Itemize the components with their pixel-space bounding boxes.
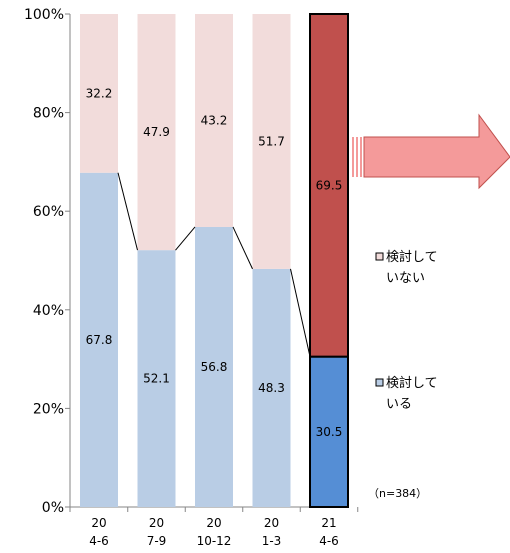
category-label-line1: 20 (264, 516, 279, 530)
data-label-considering: 56.8 (201, 360, 228, 374)
data-label-not-considering: 69.5 (316, 178, 343, 192)
bar-segment-not-considering (80, 14, 118, 173)
connector-line (175, 226, 196, 251)
connector-line (290, 268, 311, 357)
sample-size-note: （n=384） (368, 487, 427, 500)
data-label-considering: 52.1 (143, 372, 170, 386)
data-label-not-considering: 51.7 (258, 134, 285, 148)
legend-label-not-considering-line1: 検討して (386, 249, 438, 265)
bar-segment-considering (137, 250, 176, 507)
category-label-line2: 1-3 (262, 534, 282, 548)
legend-swatch-not-considering (375, 252, 384, 261)
bar-segment-not-considering (252, 14, 291, 269)
bars (80, 13, 349, 509)
category-label-line1: 21 (321, 516, 336, 530)
connector-line (232, 226, 253, 270)
category-label-line2: 4-6 (319, 534, 339, 548)
legend-label-considering-line1: 検討して (386, 375, 438, 391)
data-label-not-considering: 32.2 (86, 86, 113, 100)
arrow-icon (352, 113, 510, 190)
bar-segment-considering (252, 268, 291, 507)
category-label-line2: 10-12 (197, 534, 232, 548)
axes: 0% 20% 40% 60% 80% 100% (24, 7, 359, 516)
bar-segment-considering (195, 226, 233, 507)
connector-line (117, 172, 138, 251)
category-label-line1: 20 (91, 516, 106, 530)
bar-segment-considering (309, 355, 349, 509)
category-label-line2: 7-9 (147, 534, 167, 548)
data-label-considering: 67.8 (86, 333, 113, 347)
bar-segment-considering (80, 172, 118, 507)
data-label-considering: 48.3 (258, 381, 285, 395)
y-tick-label: 100% (24, 7, 64, 23)
data-label-considering: 30.5 (316, 425, 343, 439)
y-tick-label: 0% (42, 500, 64, 516)
category-labels: 20 4-6 20 7-9 20 10-12 20 1-3 21 4-6 (89, 516, 339, 548)
bar-segment-not-considering (309, 13, 349, 358)
data-label-not-considering: 43.2 (201, 113, 228, 127)
bar-segment-not-considering (195, 14, 233, 227)
y-tick-label: 80% (33, 106, 64, 122)
y-tick-label: 60% (33, 204, 64, 220)
legend-label-not-considering-line2: いない (386, 271, 425, 286)
category-label-line1: 20 (149, 516, 164, 530)
y-tick-label: 40% (33, 303, 64, 319)
data-labels: 67.8 32.2 52.1 47.9 56.8 43.2 48.3 51.7 30.5 69.5 (86, 86, 343, 438)
y-tick-label: 20% (33, 401, 64, 417)
legend-label-considering-line2: いる (386, 397, 412, 412)
connector-lines (117, 172, 311, 357)
data-label-not-considering: 47.9 (143, 125, 170, 139)
bar-segment-not-considering (137, 14, 176, 251)
category-label-line2: 4-6 (89, 534, 109, 548)
legend: 検討して いない 検討して いる (375, 249, 438, 412)
category-label-line1: 20 (206, 516, 221, 530)
legend-swatch-considering (375, 378, 384, 387)
